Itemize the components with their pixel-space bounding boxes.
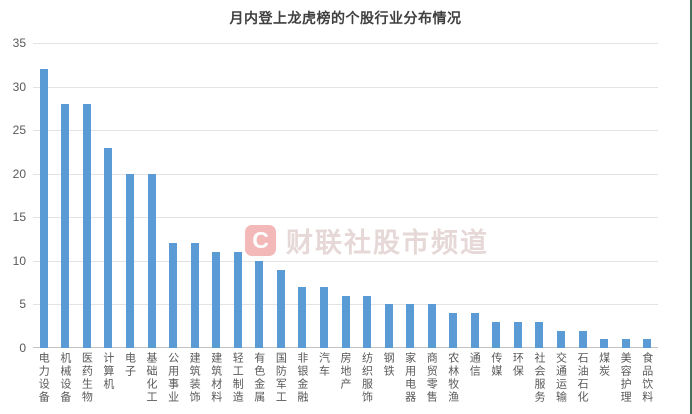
x-tick-label: 房地产 — [339, 352, 351, 391]
gridline — [33, 260, 658, 262]
x-tick-label: 家用电器 — [403, 352, 416, 404]
x-tick-label: 社会服务 — [532, 352, 545, 404]
x-tick-label: 建筑材料 — [209, 352, 222, 404]
x-tick-label: 公用事业 — [166, 352, 179, 404]
gridline — [33, 86, 658, 88]
bar — [212, 252, 221, 348]
bar — [233, 252, 242, 348]
x-tick-label: 交通运输 — [554, 352, 567, 404]
x-tick-label: 钢铁 — [382, 352, 395, 378]
bar — [298, 287, 307, 348]
y-tick-label: 0 — [19, 341, 26, 355]
y-tick-label: 35 — [12, 36, 26, 50]
bar — [104, 147, 113, 348]
x-tick-label: 机械设备 — [58, 352, 71, 404]
x-tick-label: 商贸零售 — [425, 352, 438, 404]
bar — [384, 304, 393, 348]
bar — [621, 339, 630, 348]
bar — [470, 313, 479, 348]
y-axis: 0 5 10 15 20 25 30 35 — [0, 36, 26, 355]
bar — [147, 173, 156, 348]
bar — [319, 287, 328, 348]
y-tick-label: 20 — [12, 166, 26, 181]
bar — [82, 104, 91, 348]
bar — [513, 321, 522, 348]
x-tick-label: 国防军工 — [274, 352, 287, 404]
x-tick-label: 电子 — [123, 352, 136, 378]
bar — [125, 173, 134, 348]
x-tick-label: 汽车 — [317, 352, 330, 378]
x-axis: 电力设备 机械设备 医药生物 计算机 电子 基础化工 公用事业 建筑装饰 建筑材料 轻工制造 有色金… — [33, 352, 658, 414]
bar — [578, 330, 587, 348]
bar — [449, 313, 458, 348]
x-tick-label: 食品饮料 — [640, 352, 653, 404]
gridline — [33, 130, 658, 132]
x-tick-label: 煤炭 — [597, 352, 610, 378]
y-tick-label: 30 — [12, 79, 26, 94]
x-tick-label: 农林牧渔 — [446, 352, 459, 404]
bar — [255, 260, 264, 348]
bar — [169, 243, 178, 348]
gridline — [33, 43, 658, 44]
bar — [276, 269, 285, 348]
plot-area — [33, 43, 658, 348]
x-tick-label: 非银金融 — [295, 352, 308, 404]
bar — [643, 339, 652, 348]
window-right-border — [690, 0, 692, 414]
bar — [406, 304, 415, 348]
x-tick-label: 有色金属 — [252, 352, 265, 404]
gridline — [33, 173, 658, 175]
x-tick-label: 建筑装饰 — [188, 352, 201, 404]
x-tick-label: 石油石化 — [576, 352, 589, 404]
bar — [363, 295, 372, 348]
bar — [190, 243, 199, 348]
x-tick-label: 医药生物 — [80, 352, 93, 404]
bar — [427, 304, 436, 348]
bar — [535, 321, 544, 348]
bar — [39, 69, 48, 348]
bar — [61, 104, 70, 348]
x-tick-label: 环保 — [511, 352, 524, 378]
x-tick-label: 计算机 — [101, 352, 114, 391]
bar — [492, 321, 501, 348]
x-tick-label: 基础化工 — [145, 352, 158, 404]
y-tick-label: 10 — [12, 253, 26, 268]
gridline — [33, 217, 658, 219]
chart-title: 月内登上龙虎榜的个股行业分布情况 — [229, 10, 462, 26]
bar — [600, 339, 609, 348]
x-tick-label: 电力设备 — [37, 352, 50, 404]
y-tick-label: 25 — [12, 123, 26, 138]
y-tick-label: 15 — [12, 210, 26, 225]
x-tick-label: 纺织服饰 — [360, 352, 373, 404]
x-tick-label: 轻工制造 — [231, 352, 244, 404]
x-tick-label: 传媒 — [489, 352, 502, 378]
bar — [557, 330, 566, 348]
x-tick-label: 通信 — [468, 352, 481, 378]
bar — [341, 295, 350, 348]
x-tick-label: 美容护理 — [619, 352, 632, 404]
y-tick-label: 5 — [19, 297, 26, 312]
